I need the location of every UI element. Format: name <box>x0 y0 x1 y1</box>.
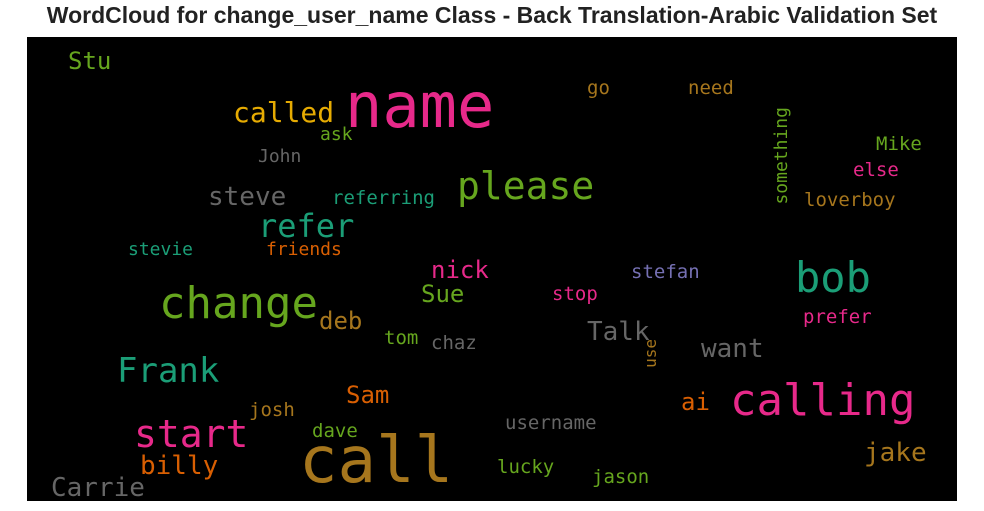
word-tom: tom <box>384 327 419 349</box>
word-chaz: chaz <box>431 332 477 354</box>
word-jake: jake <box>864 438 927 468</box>
word-john: John <box>258 146 302 167</box>
word-use: use <box>641 339 660 368</box>
word-sam: Sam <box>346 381 390 409</box>
word-stop: stop <box>552 283 598 305</box>
word-username: username <box>505 412 597 434</box>
word-refer: refer <box>258 207 355 245</box>
word-go: go <box>587 77 610 99</box>
word-called: called <box>233 96 335 129</box>
word-steve: steve <box>208 182 287 212</box>
word-start: start <box>134 412 249 456</box>
word-name: name <box>345 69 495 142</box>
word-stefan: stefan <box>631 261 700 283</box>
word-jason: jason <box>592 466 650 488</box>
word-mike: Mike <box>876 133 922 155</box>
word-ai: ai <box>681 388 710 416</box>
word-ask: ask <box>320 124 353 145</box>
word-want: want <box>701 334 764 364</box>
word-bob: bob <box>795 253 871 302</box>
word-billy: billy <box>140 451 219 481</box>
word-deb: deb <box>319 307 363 335</box>
word-else: else <box>853 159 899 181</box>
word-loverboy: loverboy <box>804 189 896 211</box>
word-something: something <box>771 107 792 205</box>
word-frank: Frank <box>117 351 220 391</box>
word-prefer: prefer <box>803 306 872 328</box>
word-call: call <box>299 424 454 498</box>
word-carrie: Carrie <box>51 473 145 501</box>
word-friends: friends <box>266 239 342 260</box>
word-dave: dave <box>312 420 358 442</box>
word-calling: calling <box>730 375 916 426</box>
page-title: WordCloud for change_user_name Class - B… <box>46 2 938 28</box>
word-josh: josh <box>249 399 295 421</box>
word-stevie: stevie <box>128 239 194 260</box>
word-talk: Talk <box>587 317 650 347</box>
word-please: please <box>457 164 595 208</box>
word-lucky: lucky <box>497 456 555 478</box>
word-need: need <box>688 77 734 99</box>
word-referring: referring <box>332 187 435 209</box>
word-sue: Sue <box>421 280 465 308</box>
word-change: change <box>159 278 318 329</box>
word-cloud: name call calling change bob please refe… <box>27 37 957 501</box>
word-stu: Stu <box>68 47 112 75</box>
word-nick: nick <box>431 256 489 284</box>
